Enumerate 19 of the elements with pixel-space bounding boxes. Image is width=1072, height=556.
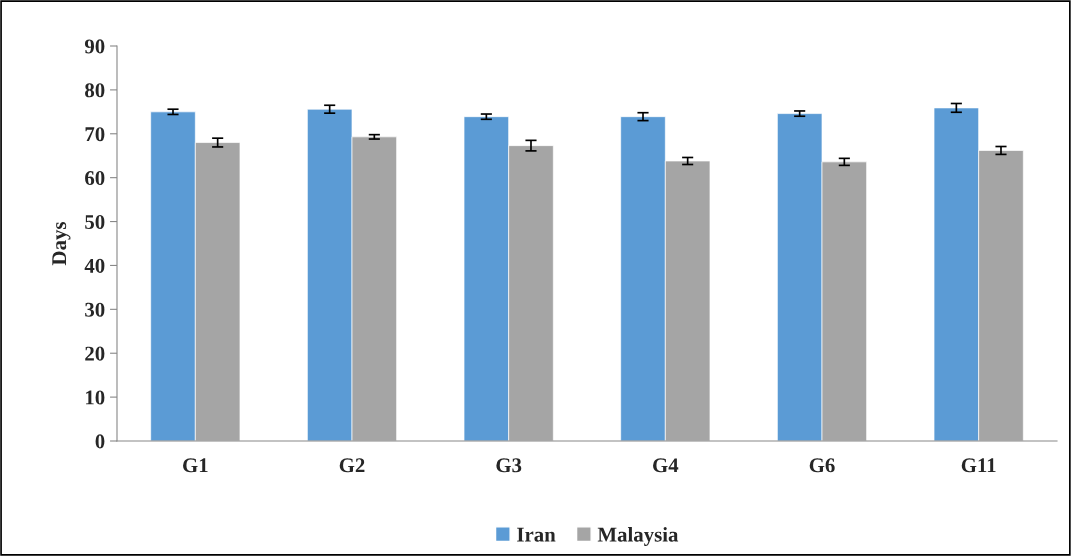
x-tick-label: G4 <box>653 458 679 473</box>
legend-label: Malaysia <box>597 527 679 546</box>
y-tick-label: 30 <box>85 302 105 317</box>
x-tick-label: G1 <box>183 458 208 473</box>
y-tick-label: 70 <box>85 127 105 142</box>
y-tick-label: 50 <box>85 214 105 229</box>
y-tick-label: 0 <box>95 434 105 449</box>
x-tick-label: G11 <box>961 458 996 473</box>
y-tick-label: 60 <box>85 171 105 186</box>
y-tick-label: 40 <box>84 258 105 273</box>
y-tick-label: 90 <box>84 39 105 54</box>
y-tick-label: 80 <box>85 83 105 98</box>
y-tick-label: 20 <box>85 346 105 361</box>
x-tick-label: G2 <box>339 458 365 473</box>
y-tick-label: 10 <box>86 390 105 405</box>
y-axis-title: Days <box>52 222 71 266</box>
legend-label: Iran <box>517 527 556 542</box>
x-tick-label: G3 <box>496 458 522 473</box>
x-tick-label: G6 <box>809 458 835 473</box>
